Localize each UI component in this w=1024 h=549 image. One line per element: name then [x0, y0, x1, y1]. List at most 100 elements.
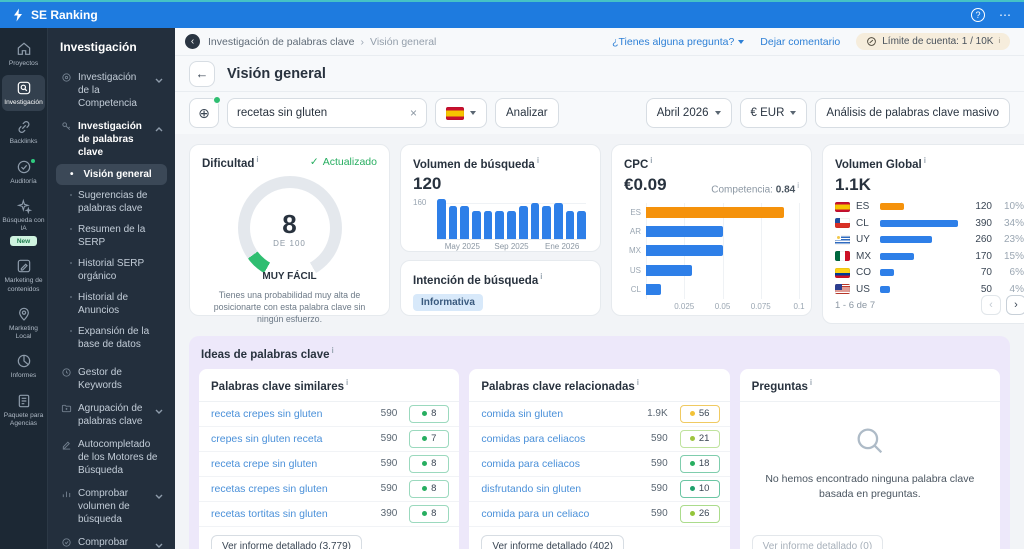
global-volume-row[interactable]: UY 260 23%: [835, 234, 1024, 245]
country-volume-bar: [880, 203, 904, 210]
language-select[interactable]: [435, 98, 487, 128]
rail-item-auditoria[interactable]: Auditoría: [2, 154, 45, 190]
country-volume-bar: [880, 236, 932, 243]
difficulty-badge[interactable]: 26: [679, 504, 720, 523]
pagination-prev-button[interactable]: ‹: [981, 295, 1001, 315]
rail-item-paquete-agencias[interactable]: Paquete para Agencias: [2, 388, 45, 432]
sidebar-item-gestor-keywords[interactable]: Gestor de Keywords: [56, 361, 167, 397]
info-icon[interactable]: i: [650, 156, 653, 166]
rail-item-marketing-local[interactable]: Marketing Local: [2, 301, 45, 345]
keyword-link[interactable]: recetas crepes sin gluten: [211, 482, 328, 495]
info-icon[interactable]: i: [256, 155, 259, 164]
y-axis-label: 160: [413, 198, 427, 207]
sidebar-subitem-historial-anuncios[interactable]: Historial de Anuncios: [56, 287, 167, 321]
global-volume-row[interactable]: US 50 4%: [835, 284, 1024, 295]
difficulty-badge[interactable]: 8: [409, 454, 450, 473]
keyword-volume: 390: [380, 508, 398, 520]
cpc-country-label: ES: [630, 208, 641, 218]
rail-item-investigacion[interactable]: Investigación: [2, 75, 45, 112]
rail-item-backlinks[interactable]: Backlinks: [2, 114, 45, 150]
caret-down-icon: [714, 111, 721, 115]
sidebar-item-competencia[interactable]: Investigación de la Competencia: [56, 66, 167, 115]
keyword-link[interactable]: crepes sin gluten receta: [211, 432, 323, 445]
keyword-link[interactable]: comidas para celiacos: [481, 432, 586, 445]
search-toolbar: ⊕ × Analizar Abril 2026 € EUR Análisis d…: [175, 92, 1024, 134]
back-button[interactable]: ←: [189, 60, 215, 87]
difficulty-badge[interactable]: 8: [409, 504, 450, 523]
help-icon[interactable]: ?: [971, 8, 985, 22]
info-icon[interactable]: i: [540, 272, 543, 282]
brand-logo[interactable]: SE Ranking: [12, 8, 98, 22]
pagination-next-button[interactable]: ›: [1006, 295, 1024, 315]
cpc-title: CPC i: [624, 156, 653, 171]
keyword-link[interactable]: recetas tortitas sin gluten: [211, 507, 328, 520]
difficulty-badge[interactable]: 21: [679, 429, 720, 448]
cpc-axis-ticks: 0.025 0.05 0.075 0.1: [646, 302, 804, 314]
sidebar-subitem-historial-serp[interactable]: Historial SERP orgánico: [56, 253, 167, 287]
volume-bar: [518, 206, 528, 239]
cpc-value: €0.09: [624, 175, 667, 194]
keyword-volume: 590: [650, 458, 668, 470]
keyword-volume: 590: [380, 408, 398, 420]
rail-item-informes[interactable]: Informes: [2, 348, 45, 384]
global-volume-row[interactable]: ES 120 10%: [835, 201, 1024, 212]
comment-link[interactable]: Dejar comentario: [760, 35, 841, 48]
sidebar-subitem-sugerencias[interactable]: Sugerencias de palabras clave: [56, 185, 167, 219]
keyword-link[interactable]: comida sin gluten: [481, 407, 564, 420]
sidebar-item-autocompletado[interactable]: Autocompletado de los Motores de Búsqued…: [56, 433, 167, 482]
add-keyword-button[interactable]: ⊕: [189, 96, 221, 128]
more-menu-icon[interactable]: ⋯: [999, 8, 1012, 22]
difficulty-badge[interactable]: 8: [409, 479, 450, 498]
clear-input-icon[interactable]: ×: [409, 106, 417, 120]
info-icon[interactable]: i: [809, 377, 813, 387]
keyword-input[interactable]: [237, 107, 404, 119]
difficulty-badge[interactable]: 10: [679, 479, 720, 498]
rail-item-marketing-contenidos[interactable]: Marketing de contenidos: [2, 253, 45, 297]
sidebar-item-agrupacion[interactable]: Agrupación de palabras clave: [56, 397, 167, 433]
info-icon[interactable]: i: [797, 180, 799, 190]
breadcrumb-parent[interactable]: Investigación de palabras clave: [208, 35, 355, 48]
country-volume-value: 70: [980, 267, 992, 278]
global-volume-row[interactable]: CO 70 6%: [835, 267, 1024, 278]
sidebar-item-palabras-clave[interactable]: Investigación de palabras clave: [56, 115, 167, 164]
difficulty-badge[interactable]: 7: [409, 429, 450, 448]
keyword-link[interactable]: receta crepe sin gluten: [211, 457, 318, 470]
related-report-button[interactable]: Ver informe detallado (402): [481, 534, 624, 549]
difficulty-badge[interactable]: 8: [409, 404, 450, 423]
period-select[interactable]: Abril 2026: [645, 98, 732, 128]
info-icon[interactable]: i: [346, 377, 349, 387]
question-link[interactable]: ¿Tienes alguna pregunta?: [612, 36, 745, 48]
similar-report-button[interactable]: Ver informe detallado (3,779): [211, 534, 362, 549]
keyword-link[interactable]: receta crepes sin gluten: [211, 407, 323, 420]
questions-report-button[interactable]: Ver informe detallado (0): [751, 534, 884, 549]
bulk-analysis-button[interactable]: Análisis de palabras clave masivo: [815, 98, 1010, 128]
sidebar-item-comprobar-volumen[interactable]: Comprobar volumen de búsqueda: [56, 482, 167, 531]
content-edit-icon: [17, 260, 30, 273]
currency-select[interactable]: € EUR: [739, 98, 808, 128]
global-volume-row[interactable]: MX 170 15%: [835, 251, 1024, 262]
info-icon[interactable]: i: [636, 377, 639, 387]
rail-item-proyectos[interactable]: Proyectos: [2, 36, 45, 72]
keyword-link[interactable]: comida para celiacos: [481, 457, 580, 470]
volume-bar: [437, 199, 446, 239]
rail-item-busqueda-ia[interactable]: Búsqueda con IA New: [2, 193, 45, 250]
sidebar-subitem-vision-general[interactable]: • Visión general: [56, 164, 167, 185]
difficulty-badge[interactable]: 18: [679, 454, 720, 473]
difficulty-dot: [689, 436, 695, 442]
sidebar-collapse-button[interactable]: ‹: [185, 34, 200, 49]
volume-bar: [577, 211, 586, 239]
sidebar-subitem-expansion[interactable]: Expansión de la base de datos: [56, 321, 167, 355]
global-volume-row[interactable]: CL 390 34%: [835, 218, 1024, 229]
cpc-country-label: MX: [629, 246, 641, 256]
info-icon[interactable]: i: [331, 346, 334, 355]
sidebar-item-comprobar-indexacion[interactable]: Comprobar estado de indexación de la pág…: [56, 531, 167, 549]
account-limit-badge[interactable]: Límite de cuenta: 1 / 10K i: [856, 33, 1010, 50]
keyword-link[interactable]: disfrutando sin gluten: [481, 482, 582, 495]
analyze-button[interactable]: Analizar: [495, 98, 559, 128]
country-volume-value: 120: [975, 201, 992, 212]
difficulty-badge[interactable]: 56: [679, 404, 720, 423]
keyword-link[interactable]: comida para un celiaco: [481, 507, 590, 520]
info-icon[interactable]: i: [536, 156, 540, 166]
sidebar-subitem-resumen-serp[interactable]: Resumen de la SERP: [56, 219, 167, 253]
info-icon[interactable]: i: [923, 156, 926, 166]
